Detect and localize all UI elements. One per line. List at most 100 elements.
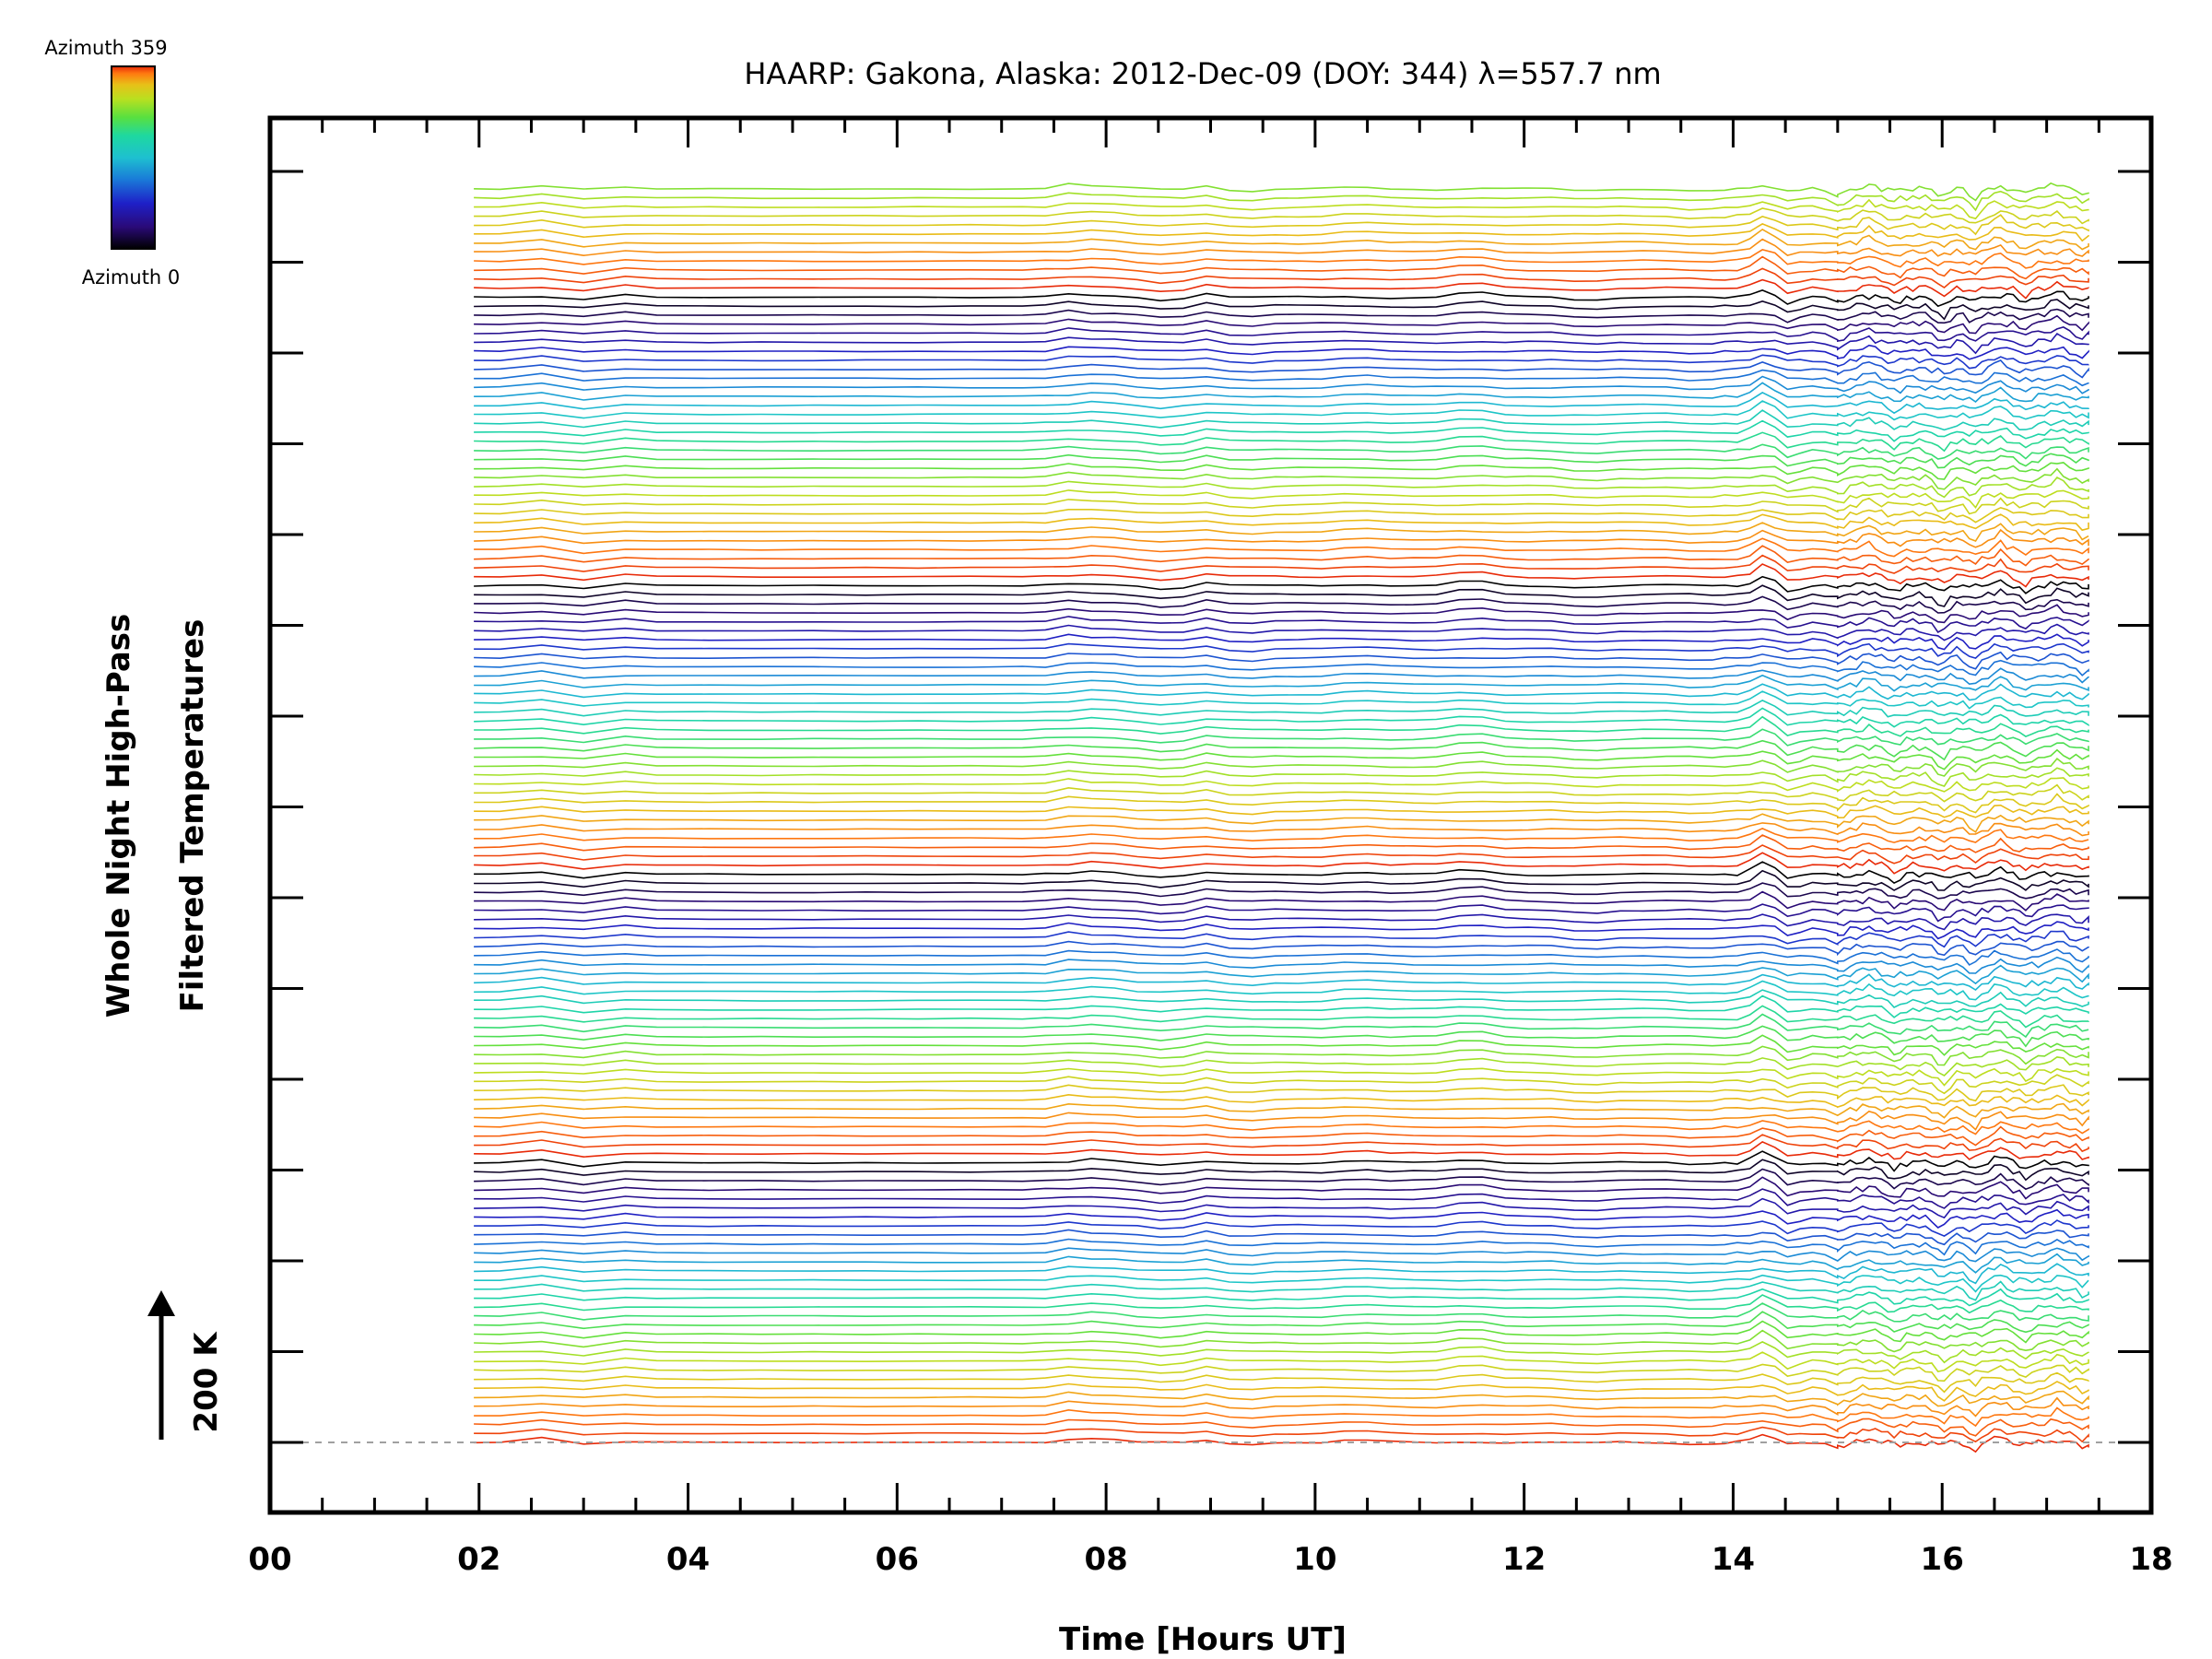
x-tick-label: 18 xyxy=(2129,1541,2172,1578)
series-line xyxy=(474,1351,2089,1372)
series-line xyxy=(474,409,2089,431)
x-tick-label: 02 xyxy=(457,1541,500,1578)
series-line xyxy=(474,267,2089,288)
series-line xyxy=(474,616,2089,633)
series-line xyxy=(474,278,2089,300)
series-line xyxy=(474,326,2089,343)
azimuth-colorbar: Azimuth 359 Azimuth 0 xyxy=(44,37,180,288)
y-axis-label-line2: Filtered Temperatures xyxy=(174,619,211,1013)
series-line xyxy=(474,1396,2089,1418)
series-line xyxy=(474,1381,2089,1402)
series-line xyxy=(474,739,2089,761)
series-line xyxy=(474,674,2089,692)
series-line xyxy=(474,623,2089,641)
x-tick-label: 06 xyxy=(876,1541,919,1578)
series-line xyxy=(474,651,2089,670)
series-line xyxy=(474,537,2089,558)
series-line xyxy=(474,1329,2089,1353)
series-line xyxy=(474,1084,2089,1102)
series-line xyxy=(474,1341,2089,1364)
series-line xyxy=(474,964,2089,985)
series-line xyxy=(474,228,2089,251)
series-line xyxy=(474,989,2089,1008)
series-line xyxy=(474,1418,2089,1437)
series-line xyxy=(474,476,2089,499)
scale-bar-arrowhead xyxy=(147,1290,175,1316)
series-line xyxy=(474,1320,2089,1344)
series-line xyxy=(474,783,2089,803)
series-line xyxy=(474,190,2089,212)
series-line xyxy=(474,1125,2089,1147)
series-line xyxy=(474,930,2089,948)
x-tick-label: 16 xyxy=(1921,1541,1964,1578)
series-line xyxy=(474,828,2089,843)
series-line xyxy=(474,584,2089,607)
series-line xyxy=(474,861,2089,885)
series-line xyxy=(474,793,2089,814)
series-line xyxy=(474,1034,2089,1056)
series-line xyxy=(474,707,2089,728)
series-line xyxy=(474,1188,2089,1209)
x-tick-label: 12 xyxy=(1502,1541,1546,1578)
series-line xyxy=(474,391,2089,415)
series-line xyxy=(474,956,2089,974)
series-line xyxy=(474,1074,2089,1095)
series-line xyxy=(474,1253,2089,1274)
series-line xyxy=(474,289,2089,308)
series-line xyxy=(474,604,2089,624)
series-line xyxy=(474,443,2089,460)
series-line xyxy=(474,308,2089,324)
series-line xyxy=(474,882,2089,900)
series-line xyxy=(474,554,2089,574)
series-line xyxy=(474,382,2089,404)
series-line xyxy=(474,528,2089,548)
series-line xyxy=(474,777,2089,793)
series-line xyxy=(474,633,2089,651)
series-line xyxy=(474,659,2089,677)
chart-title: HAARP: Gakona, Alaska: 2012-Dec-09 (DOY:… xyxy=(744,56,1661,91)
scale-bar: 200 K xyxy=(147,1290,225,1440)
series-line xyxy=(474,489,2089,509)
series-line xyxy=(474,1197,2089,1219)
colorbar-gradient xyxy=(111,65,156,250)
series-line xyxy=(474,223,2089,242)
series-line xyxy=(474,238,2089,257)
series-line xyxy=(474,198,2089,220)
series-line xyxy=(474,822,2089,837)
series-line xyxy=(474,1005,2089,1029)
series-line xyxy=(474,214,2089,236)
series-line xyxy=(474,1056,2089,1077)
colorbar-bottom-label: Azimuth 0 xyxy=(82,266,181,288)
series-line xyxy=(474,757,2089,777)
series-line xyxy=(474,921,2089,940)
series-line xyxy=(474,948,2089,966)
series-line xyxy=(474,1093,2089,1109)
series-line xyxy=(474,400,2089,421)
series-line xyxy=(474,1426,2089,1443)
series-line xyxy=(474,1150,2089,1172)
series-line xyxy=(474,1229,2089,1246)
series-line xyxy=(474,1176,2089,1200)
series-line xyxy=(474,1288,2089,1307)
series-line xyxy=(474,1025,2089,1048)
series-line xyxy=(474,1045,2089,1066)
series-line xyxy=(474,431,2089,453)
series-line xyxy=(474,1363,2089,1382)
series-line xyxy=(474,575,2089,594)
series-line xyxy=(474,700,2089,718)
series-line xyxy=(474,249,2089,269)
series-line xyxy=(474,375,2089,394)
series-line xyxy=(474,182,2089,202)
series-line xyxy=(474,1120,2089,1135)
series-line xyxy=(474,1140,2089,1160)
series-line xyxy=(474,545,2089,567)
series-line xyxy=(474,354,2089,370)
x-axis-tick-labels: 00 02 04 06 08 10 12 14 16 18 xyxy=(248,1541,2172,1578)
x-axis-label: Time [Hours UT] xyxy=(1059,1621,1347,1658)
series-line xyxy=(474,369,2089,387)
series-line xyxy=(474,728,2089,747)
series-line xyxy=(474,834,2089,853)
series-line xyxy=(474,715,2089,737)
